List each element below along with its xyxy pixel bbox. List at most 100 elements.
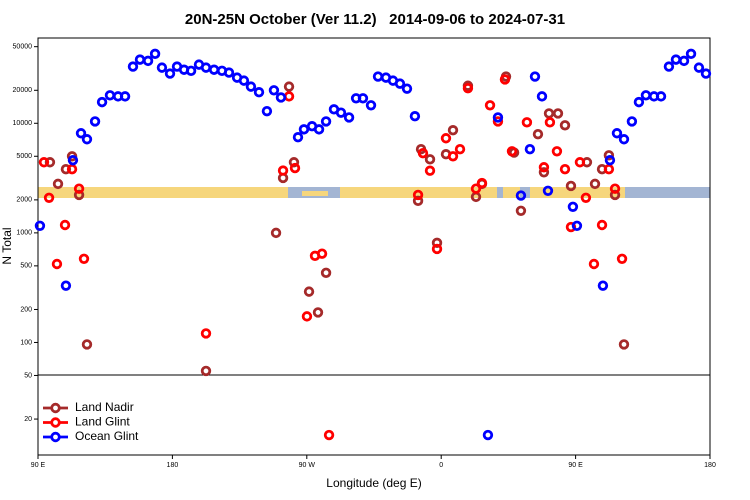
point [542, 185, 554, 197]
point [603, 150, 615, 161]
point [156, 62, 168, 73]
x-tick-label: 90 E [31, 462, 46, 469]
point [164, 68, 176, 79]
y-tick-label: 50000 [13, 44, 33, 51]
point [277, 165, 289, 176]
point [223, 67, 235, 78]
point [104, 90, 116, 101]
point [288, 157, 300, 168]
point [412, 195, 424, 207]
zone-band [38, 187, 710, 198]
point [552, 108, 564, 119]
x-tick-label: 180 [704, 462, 716, 469]
point [365, 100, 377, 111]
plot-frame [37, 37, 711, 456]
point [559, 120, 571, 131]
chart-title: 20N-25N October (Ver 11.2) 2014-09-06 to… [185, 11, 565, 28]
x-tick-label: 180 [167, 462, 179, 469]
point [75, 128, 87, 139]
point [417, 148, 429, 159]
point [551, 146, 563, 157]
y-tick-label: 50 [24, 372, 32, 379]
series [38, 74, 628, 441]
point [409, 111, 421, 122]
point [60, 164, 72, 175]
point [536, 91, 548, 102]
point [492, 112, 504, 123]
point [685, 48, 697, 60]
point [529, 71, 541, 82]
point [663, 61, 675, 72]
point [565, 221, 577, 233]
point [655, 91, 667, 102]
point [127, 61, 139, 72]
point [412, 189, 424, 201]
point [588, 258, 600, 270]
point [60, 280, 72, 291]
point [313, 124, 325, 135]
point [424, 165, 436, 176]
point [447, 151, 459, 162]
point [59, 219, 71, 231]
point [571, 220, 583, 232]
point [320, 116, 332, 127]
point [200, 62, 212, 73]
point [357, 93, 369, 104]
band-land [503, 187, 520, 198]
point [611, 128, 623, 139]
point [96, 96, 108, 108]
point [301, 311, 313, 322]
point [462, 82, 474, 94]
point [43, 192, 55, 203]
legend-marker [50, 431, 61, 443]
point [270, 227, 282, 239]
point [335, 107, 347, 118]
point [431, 243, 443, 255]
point [394, 78, 406, 89]
point [424, 154, 436, 165]
series [44, 71, 630, 377]
point [565, 180, 577, 192]
point [200, 365, 212, 377]
point [261, 105, 273, 117]
point [596, 219, 608, 231]
point [283, 81, 295, 92]
point [618, 134, 630, 145]
y-tick-label: 2000 [16, 197, 32, 204]
point [597, 280, 609, 291]
point [609, 183, 621, 194]
point [52, 178, 64, 190]
point [454, 144, 466, 155]
point [538, 167, 550, 178]
y-tick-label: 20000 [13, 87, 33, 94]
point [670, 54, 682, 65]
y-tick-label: 1000 [16, 230, 32, 237]
legend-label: Ocean Glint [75, 429, 139, 443]
point [303, 286, 315, 297]
y-axis-label: N Total [0, 227, 14, 264]
point [343, 112, 355, 123]
point [149, 48, 161, 60]
series [34, 48, 712, 441]
point [200, 328, 212, 339]
legend-marker [50, 417, 61, 428]
point [492, 116, 504, 127]
point [476, 177, 488, 189]
point [44, 157, 56, 168]
point [253, 87, 265, 98]
point [521, 117, 533, 128]
x-tick-label: 90 W [299, 462, 316, 469]
point [38, 157, 50, 168]
point [532, 128, 544, 140]
x-axis-label: Longitude (deg E) [326, 476, 421, 490]
point [603, 164, 615, 175]
point [320, 267, 332, 279]
legend-label: Land Glint [75, 415, 130, 429]
point [515, 205, 527, 216]
point [440, 133, 452, 144]
point [89, 116, 101, 127]
point [289, 162, 301, 174]
point [312, 307, 324, 318]
point [81, 339, 93, 350]
legend-marker [50, 402, 61, 414]
